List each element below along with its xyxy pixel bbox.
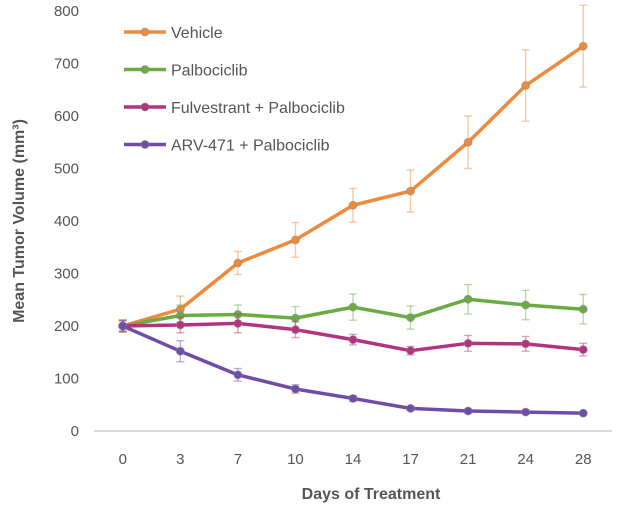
legend-label: ARV-471 + Palbociclib [171,138,330,155]
y-axis-ticks: 0 100 200 300 400 500 600 700 800 [54,3,79,440]
data-point [348,335,358,345]
data-point [578,41,588,51]
data-point [290,325,300,335]
x-tick-label: 14 [345,451,362,468]
series-line [121,44,585,328]
legend-label: Fulvestrant + Palbociclib [171,100,345,117]
data-point [175,311,185,320]
data-point [578,304,588,314]
legend-swatch-marker [140,140,150,149]
x-tick-label: 0 [119,451,127,468]
data-point [118,321,128,331]
data-point [175,320,185,330]
series-layer [118,4,588,418]
x-tick-label: 28 [575,451,592,468]
y-tick-label: 300 [54,266,79,283]
series-arv-471-palbociclib [118,320,588,418]
legend-swatch-marker [140,102,150,112]
x-tick-label: 17 [402,451,419,468]
data-point [175,346,185,356]
legend: Vehicle Palbociclib Fulvestrant + Palbocic… [124,25,345,155]
data-point [233,309,243,319]
y-tick-label: 400 [54,213,79,230]
legend-swatch-marker [140,27,150,37]
data-point [463,406,473,416]
y-tick-label: 100 [54,371,79,388]
y-tick-label: 600 [54,108,79,125]
y-tick-label: 800 [54,3,79,20]
y-tick-label: 200 [54,318,79,335]
y-tick-label: 500 [54,161,79,178]
data-point [406,313,416,323]
data-point [463,294,473,304]
legend-swatch-marker [140,65,150,74]
x-tick-label: 10 [287,451,304,468]
y-axis-title: Mean Tumor Volume (mm³) [11,119,28,323]
data-point [406,186,416,196]
data-point [233,318,243,328]
x-tick-label: 3 [176,451,184,468]
x-tick-label: 21 [460,451,477,468]
data-point [348,200,358,210]
data-point [233,258,243,268]
data-point [578,408,588,418]
x-axis-title: Days of Treatment [302,486,441,503]
data-point [348,393,358,403]
data-point [463,137,473,147]
data-point [521,81,531,91]
data-point [578,345,588,355]
data-point [463,338,473,348]
data-point [233,370,243,380]
y-tick-label: 700 [54,56,79,73]
x-tick-label: 7 [234,451,242,468]
legend-label: Palbociclib [171,63,248,80]
series-vehicle [118,4,588,333]
data-point [348,302,358,312]
data-point [521,407,531,417]
data-point [290,235,300,245]
legend-label: Vehicle [171,25,223,42]
x-axis-ticks: 0 3 7 10 14 17 21 24 28 [119,451,592,468]
data-point [406,403,416,413]
data-point [290,384,300,394]
data-point [290,313,300,323]
y-tick-label: 0 [71,423,79,440]
data-point [406,346,416,356]
data-point [521,300,531,310]
x-tick-label: 24 [517,451,534,468]
data-point [521,339,531,349]
series-fulvestrant-palbociclib [118,313,588,357]
